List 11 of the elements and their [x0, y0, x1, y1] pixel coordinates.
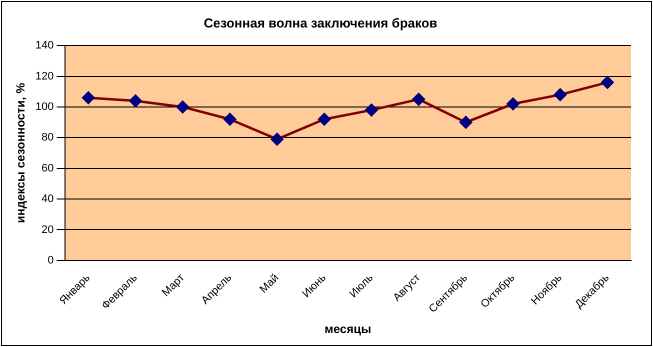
y-tick-label: 80 — [42, 132, 54, 144]
y-tick-label: 140 — [35, 40, 54, 52]
y-tick-label: 60 — [42, 162, 54, 174]
y-tick-label: 120 — [35, 70, 54, 82]
chart-title: Сезонная волна заключения браков — [204, 15, 438, 30]
y-tick-label: 20 — [42, 224, 54, 236]
y-axis-title: индексы сезонности, % — [14, 82, 28, 224]
x-axis-title: месяцы — [324, 322, 372, 336]
y-tick-label: 100 — [35, 101, 54, 114]
y-tick-label: 40 — [42, 193, 54, 206]
y-tick-label: 0 — [48, 254, 54, 266]
